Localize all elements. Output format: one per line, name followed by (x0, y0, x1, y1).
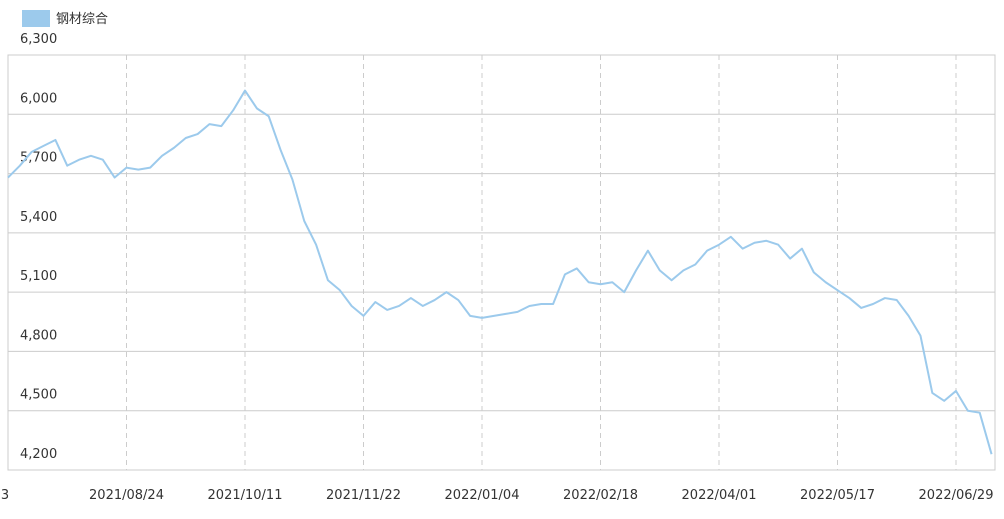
x-tick-label: 2022/06/29 (919, 488, 994, 503)
x-tick-label: 2021/08/24 (89, 488, 164, 503)
x-tick-label: 2022/04/01 (682, 488, 757, 503)
legend-swatch (22, 10, 50, 27)
legend-label: 钢材综合 (56, 12, 108, 27)
y-tick-label: 4,200 (20, 447, 57, 462)
y-tick-label: 6,000 (20, 91, 57, 106)
y-tick-label: 6,300 (20, 32, 57, 47)
series-line (7, 89, 993, 455)
x-tick-label: 3 (1, 488, 9, 503)
x-tick-label: 2022/02/18 (563, 488, 638, 503)
x-tick-label: 2021/11/22 (326, 488, 401, 503)
x-tick-label: 2022/01/04 (445, 488, 520, 503)
x-tick-label: 2022/05/17 (800, 488, 875, 503)
x-tick-label: 2021/10/11 (208, 488, 283, 503)
y-tick-label: 5,100 (20, 269, 57, 284)
plot-border (7, 54, 996, 471)
y-tick-label: 4,800 (20, 328, 57, 343)
y-tick-label: 5,400 (20, 210, 57, 225)
y-tick-label: 4,500 (20, 388, 57, 403)
